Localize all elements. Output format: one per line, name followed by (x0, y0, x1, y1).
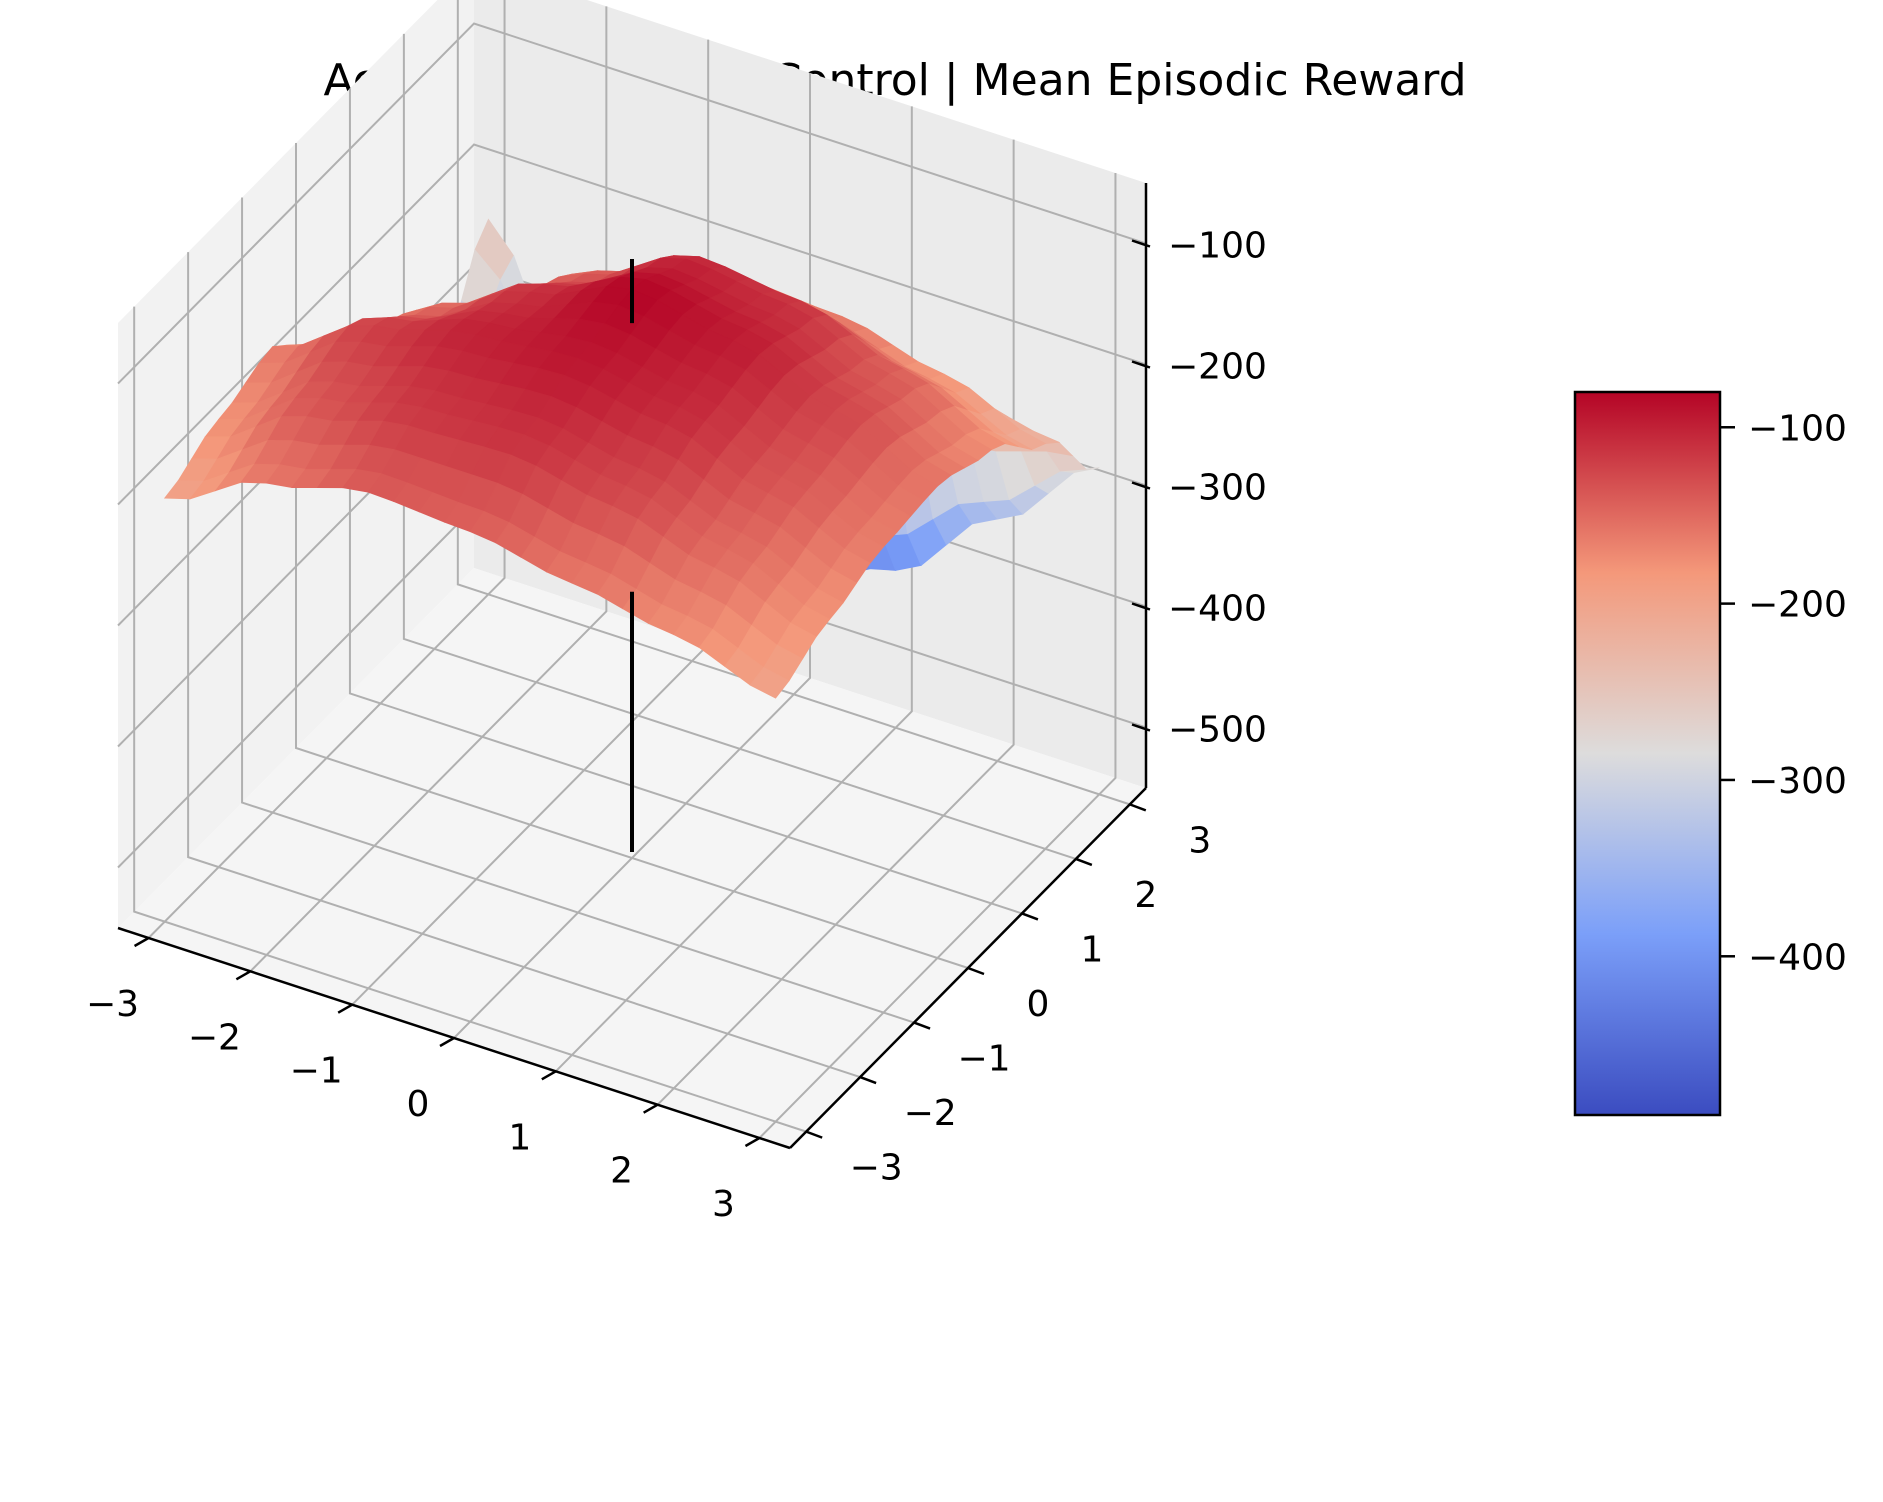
gridline-y (133, 306, 807, 1133)
z-tick-mark (1131, 239, 1151, 248)
x-tick-label: −3 (86, 984, 139, 1025)
y-tick-mark (805, 1130, 823, 1139)
x-tick-label: 2 (610, 1151, 633, 1192)
y-tick-mark (913, 1021, 931, 1030)
z-tick-mark (1131, 602, 1151, 611)
x-tick-label: 1 (508, 1117, 531, 1158)
y-tick-mark (967, 966, 985, 976)
gridline-x (453, 73, 811, 1039)
x-tick-mark (541, 1070, 557, 1081)
z-tick-mark (1131, 481, 1151, 490)
axis-lines (117, 183, 1151, 1150)
gridline-x (249, 6, 608, 973)
gridline-x (555, 106, 913, 1073)
gridline-y (187, 252, 861, 1079)
gridline-z (117, 22, 1147, 385)
gridline-x (758, 173, 1117, 1139)
z-tick-mark (1131, 723, 1151, 732)
z-tick-label: −500 (1168, 710, 1267, 751)
surface-plot (163, 218, 1100, 852)
gridline-z (117, 143, 1147, 506)
y-tick-label: −2 (904, 1093, 957, 1134)
x-tick-mark (643, 1103, 659, 1114)
colorbar-tick-label: −300 (1748, 761, 1847, 802)
z-tick-label: −100 (1168, 226, 1267, 267)
colorbar: −100 −200 −300 −400 (1573, 390, 1847, 1117)
y-tick-mark (859, 1075, 877, 1085)
gridline-x (656, 139, 1015, 1106)
y-tick-label: 1 (1080, 929, 1103, 970)
y-tick-mark (1021, 912, 1039, 921)
y-tick-label: −3 (850, 1148, 903, 1189)
colorbar-tick-label: −200 (1748, 585, 1847, 626)
gridline-x (147, 0, 506, 939)
y-tick-label: −1 (958, 1039, 1011, 1080)
x-tick-mark (337, 1003, 353, 1014)
x-tick-label: −1 (290, 1051, 343, 1092)
z-tick-label: −300 (1168, 468, 1267, 509)
x-tick-mark (439, 1036, 455, 1048)
z-tick-label: −400 (1168, 589, 1267, 630)
x-tick-mark (235, 970, 251, 981)
colorbar-gradient (1573, 390, 1722, 1117)
y-tick-mark (1075, 857, 1093, 867)
z-tick-mark (1131, 360, 1151, 369)
y-tick-mark (1129, 803, 1147, 812)
y-tick-label: 0 (1027, 984, 1050, 1025)
y-tick-label: 3 (1188, 820, 1211, 861)
surface-face (749, 666, 790, 699)
x-tick-label: 0 (407, 1084, 430, 1125)
x-tick-mark (133, 936, 150, 948)
x-tick-mark (744, 1136, 761, 1148)
z-tick-label: −200 (1168, 347, 1267, 388)
gridline-y (348, 88, 1023, 915)
y-tick-label: 2 (1134, 875, 1157, 916)
x-tick-label: −2 (188, 1017, 241, 1058)
gridline-y (456, 0, 1131, 806)
x-tick-label: 3 (712, 1184, 735, 1225)
colorbar-tick-label: −400 (1748, 937, 1847, 978)
colorbar-tick-label: −100 (1748, 408, 1847, 449)
gridline-y (402, 33, 1077, 860)
